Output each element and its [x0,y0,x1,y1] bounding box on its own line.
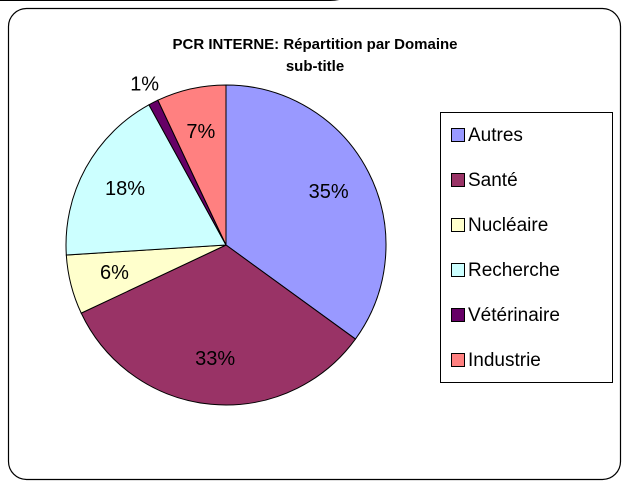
legend-label: Nucléaire [468,215,548,236]
legend-label: Autres [468,125,523,146]
legend-swatch [451,218,465,232]
data-label: 7% [186,121,215,143]
legend-label: Santé [468,170,518,191]
pie-slice [225,84,387,340]
chart-subtitle: sub-title [286,58,344,75]
pie-slice [65,104,227,256]
legend-swatch [451,173,465,187]
pie-slice [80,244,357,406]
data-label: 33% [195,348,235,370]
data-label: 1% [130,74,159,96]
legend-label: Recherche [468,260,560,281]
legend-label: Industrie [468,350,541,371]
legend-swatch [451,308,465,322]
legend-label: Vétérinaire [468,305,560,326]
legend-swatch [451,128,465,142]
data-label: 6% [100,262,129,284]
legend-swatch [451,353,465,367]
data-label: 18% [105,178,145,200]
data-label: 35% [309,181,349,203]
legend-swatch [451,263,465,277]
frame-edge [0,0,340,1]
pie-slice [157,84,227,246]
chart-title: PCR INTERNE: Répartition par Domaine [172,36,457,53]
legend-box [440,112,613,383]
